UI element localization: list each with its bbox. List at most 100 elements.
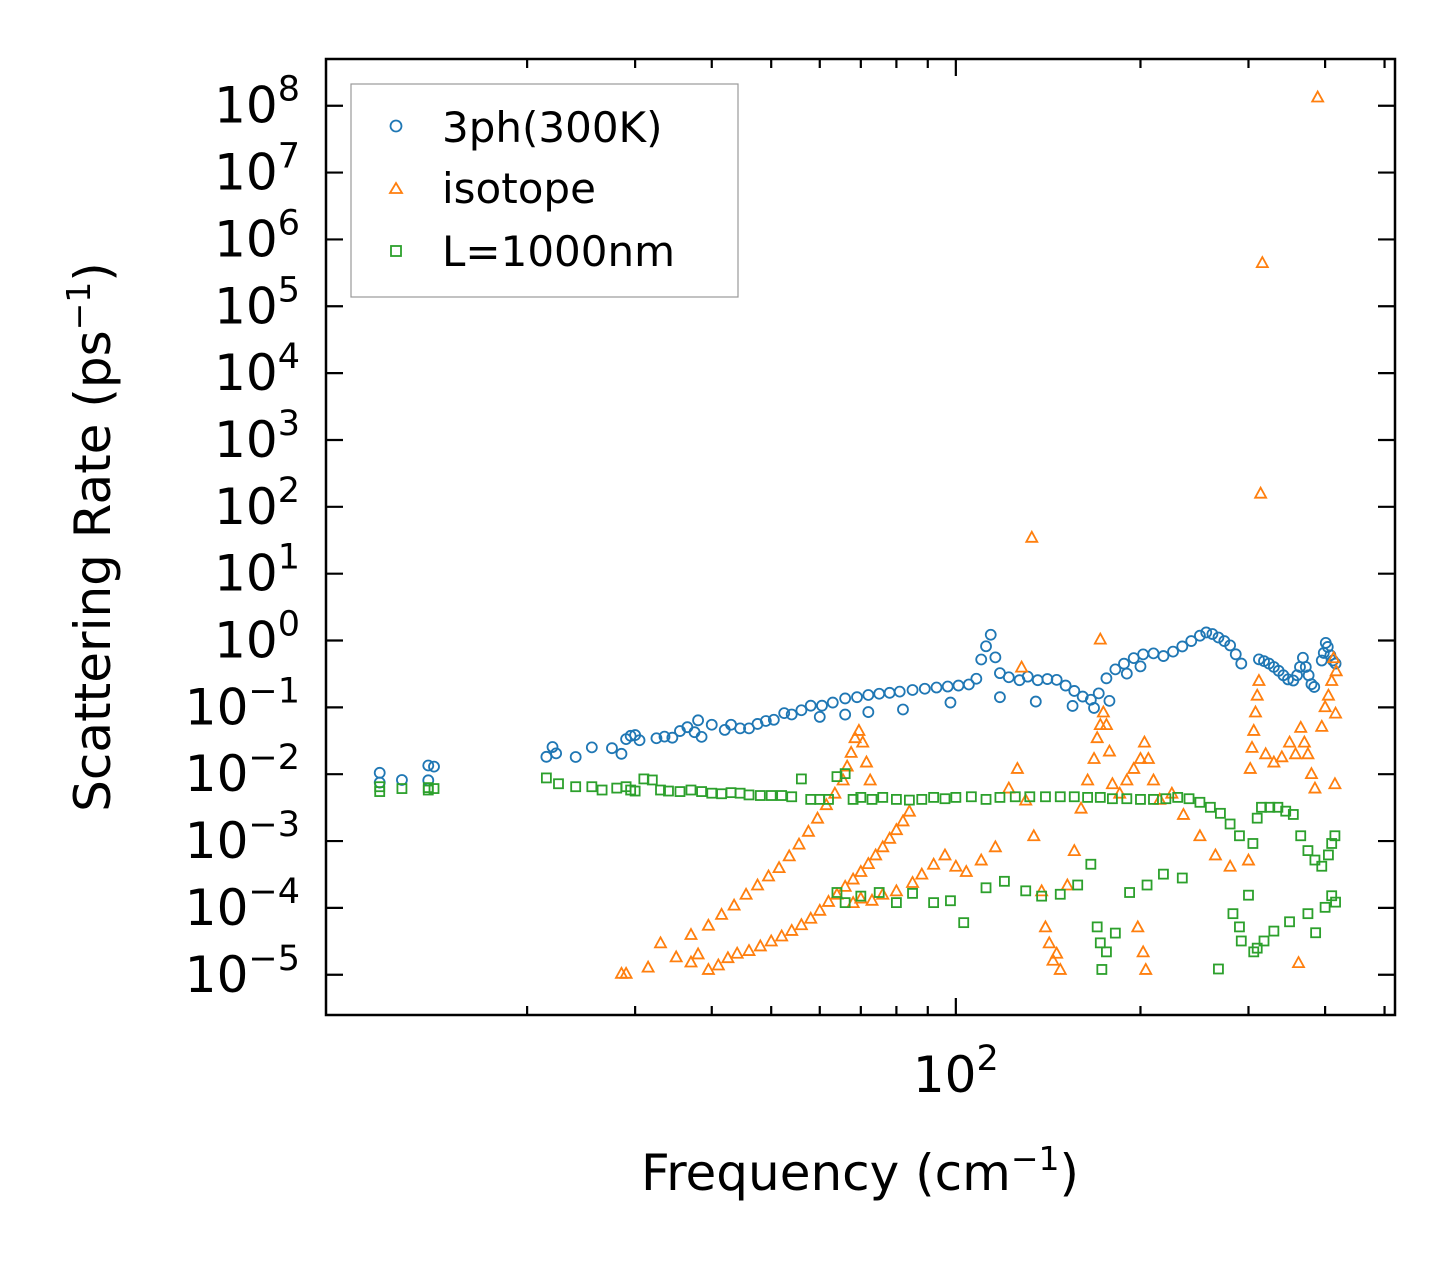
point-s2-98 [1085, 858, 1097, 870]
point-s1-120 [1291, 955, 1306, 968]
point-s0-38 [826, 696, 839, 709]
point-s1-100 [1152, 792, 1167, 805]
y-axis-label: Scattering Rate (ps−1) [59, 262, 122, 812]
y-tick-labels: 10−510−410−310−210−110010110210310410510… [185, 70, 300, 1004]
point-s2-6 [540, 772, 552, 784]
point-s0-23 [692, 714, 704, 727]
point-s0-113 [994, 691, 1006, 704]
point-s1-29 [902, 803, 917, 817]
point-s2-103 [1109, 927, 1121, 939]
point-s0-33 [778, 707, 791, 720]
point-s1-97 [1130, 919, 1145, 933]
point-s2-56 [1094, 791, 1106, 803]
point-s1-22 [853, 864, 868, 877]
point-s1-33 [714, 907, 729, 920]
point-s0-28 [734, 722, 747, 735]
point-s1-129 [1321, 687, 1336, 701]
point-s2-115 [1258, 935, 1270, 947]
point-s1-108 [1244, 740, 1260, 753]
point-s0-46 [918, 682, 931, 695]
point-s0-67 [1092, 687, 1105, 700]
point-s1-125 [1307, 780, 1322, 794]
x-axis-label-exponent: −1 [1011, 1139, 1060, 1178]
point-s0-119 [1134, 660, 1147, 673]
point-s0-7 [546, 741, 559, 753]
y-tick-label-11: 106 [214, 203, 300, 268]
point-s1-113 [1253, 485, 1268, 499]
point-s1-63 [959, 864, 974, 877]
point-s1-96 [1146, 772, 1161, 786]
point-s2-120 [1319, 901, 1331, 913]
point-s0-69 [1109, 663, 1122, 676]
point-s1-112 [1251, 673, 1266, 686]
point-s0-116 [1088, 702, 1100, 714]
point-s2-100 [1094, 937, 1106, 949]
point-s2-117 [1284, 916, 1295, 928]
point-s2-21 [696, 786, 707, 797]
point-s2-64 [1194, 796, 1206, 808]
point-s1-98 [1136, 944, 1151, 958]
point-s2-76 [1295, 830, 1307, 842]
point-s2-91 [958, 917, 970, 929]
point-s0-39 [839, 692, 852, 705]
point-s1-65 [988, 839, 1003, 853]
y-tick-label-2: 10−3 [185, 805, 300, 870]
point-s1-124 [1304, 766, 1319, 780]
point-s2-80 [1323, 849, 1334, 861]
point-s2-112 [1243, 889, 1254, 901]
point-s2-84 [839, 897, 851, 909]
point-s2-102 [1101, 946, 1112, 958]
point-s0-31 [759, 715, 772, 727]
point-s0-55 [989, 651, 1002, 664]
point-s1-114 [1255, 255, 1270, 269]
point-s0-41 [862, 689, 875, 701]
point-s0-52 [975, 653, 988, 666]
point-s1-109 [1246, 723, 1261, 736]
point-s1-117 [1274, 749, 1289, 763]
point-s2-50 [1009, 791, 1021, 803]
point-s0-54 [984, 628, 997, 641]
point-s1-18 [821, 894, 836, 907]
point-s2-26 [743, 789, 755, 801]
point-s1-62 [948, 858, 963, 872]
point-s1-132 [1327, 776, 1342, 790]
point-s2-63 [1183, 793, 1195, 805]
y-axis-label-end: ) [64, 262, 122, 282]
point-s2-48 [980, 793, 992, 805]
point-s2-67 [1224, 818, 1236, 830]
point-s1-54 [853, 890, 868, 904]
point-s2-38 [855, 791, 867, 803]
point-s2-86 [873, 887, 885, 898]
point-s1-21 [846, 871, 861, 885]
point-s1-40 [791, 836, 807, 850]
point-s2-20 [685, 784, 697, 796]
point-s1-16 [803, 910, 818, 924]
y-tick-label-12: 107 [214, 137, 300, 202]
point-s2-39 [866, 793, 878, 805]
point-s1-77 [1053, 962, 1068, 975]
point-s2-42 [903, 794, 915, 806]
point-s2-30 [786, 791, 798, 803]
point-s1-45 [836, 772, 851, 786]
point-s1-55 [864, 892, 880, 906]
point-s1-8 [720, 950, 735, 964]
point-s0-76 [1176, 640, 1189, 653]
point-s1-111 [1250, 687, 1265, 701]
point-s1-7 [711, 957, 726, 971]
point-s2-95 [1036, 890, 1048, 902]
point-s2-27 [754, 790, 766, 801]
point-s1-131 [1326, 650, 1341, 664]
y-tick-label-0: 10−5 [185, 939, 300, 1004]
point-s1-110 [1248, 704, 1263, 718]
point-s2-60 [1148, 793, 1159, 805]
series-1 [614, 89, 1344, 979]
point-s1-89 [1093, 631, 1108, 645]
point-s1-88 [1105, 776, 1120, 790]
point-s2-37 [847, 793, 859, 805]
x-axis-label-end: ) [1060, 1144, 1080, 1202]
point-s2-18 [663, 785, 674, 797]
point-s1-79 [1067, 843, 1082, 856]
point-s1-133 [1328, 705, 1343, 719]
point-s0-45 [906, 684, 919, 696]
point-s2-19 [674, 786, 686, 797]
